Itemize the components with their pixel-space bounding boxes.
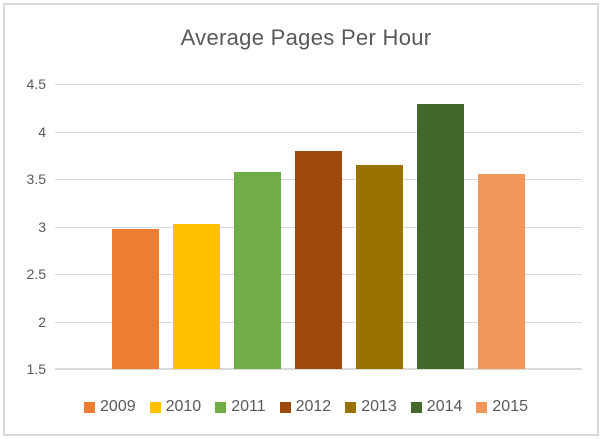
- legend-label: 2015: [492, 398, 528, 415]
- legend-swatch-icon: [476, 401, 488, 413]
- gridline: [55, 84, 582, 85]
- y-tick-label: 2.5: [26, 266, 46, 282]
- y-tick-label: 3: [38, 218, 46, 235]
- legend-swatch-icon: [84, 401, 96, 413]
- bar-2014[interactable]: [417, 104, 464, 369]
- y-tick-label: 3.5: [26, 171, 46, 187]
- legend-item-2013[interactable]: 2013: [345, 398, 397, 416]
- chart-frame: Average Pages Per Hour 4.5 4 3.5 3 2.5 2 1.5 2…: [3, 3, 599, 436]
- legend-swatch-icon: [345, 401, 357, 413]
- x-axis-line: [55, 368, 582, 370]
- legend-item-2015[interactable]: 2015: [476, 398, 528, 416]
- gridline: [55, 131, 582, 133]
- legend-item-2010[interactable]: 2010: [149, 398, 202, 416]
- bar-2009[interactable]: [112, 229, 159, 369]
- legend-label: 2013: [361, 398, 397, 415]
- bar-2015[interactable]: [478, 174, 525, 369]
- legend-label: 2009: [100, 398, 136, 415]
- y-tick-label: 1.5: [26, 361, 46, 377]
- legend-item-2011[interactable]: 2011: [215, 398, 266, 416]
- bar-2011[interactable]: [234, 172, 281, 369]
- y-tick-label: 4.5: [26, 76, 46, 92]
- legend-label: 2010: [165, 398, 202, 415]
- legend-label: 2014: [426, 398, 463, 415]
- plot-area: [55, 84, 582, 370]
- legend-swatch-icon: [410, 401, 422, 413]
- bar-2013[interactable]: [356, 165, 403, 369]
- legend-swatch-icon: [279, 401, 291, 413]
- legend-label: 2012: [295, 398, 332, 415]
- legend-label: 2011: [231, 398, 266, 415]
- legend-swatch-icon: [149, 401, 161, 413]
- bar-2012[interactable]: [295, 151, 342, 369]
- legend-item-2014[interactable]: 2014: [410, 398, 463, 416]
- legend: 2009 2010 2011 2012 2013 2014 2015: [5, 398, 602, 416]
- y-tick-label: 4: [38, 123, 46, 140]
- legend-item-2012[interactable]: 2012: [279, 398, 332, 416]
- bar-2010[interactable]: [173, 224, 220, 369]
- chart-title[interactable]: Average Pages Per Hour: [180, 25, 432, 50]
- legend-item-2009[interactable]: 2009: [84, 398, 136, 416]
- y-tick-label: 2: [38, 313, 46, 330]
- legend-swatch-icon: [215, 401, 227, 413]
